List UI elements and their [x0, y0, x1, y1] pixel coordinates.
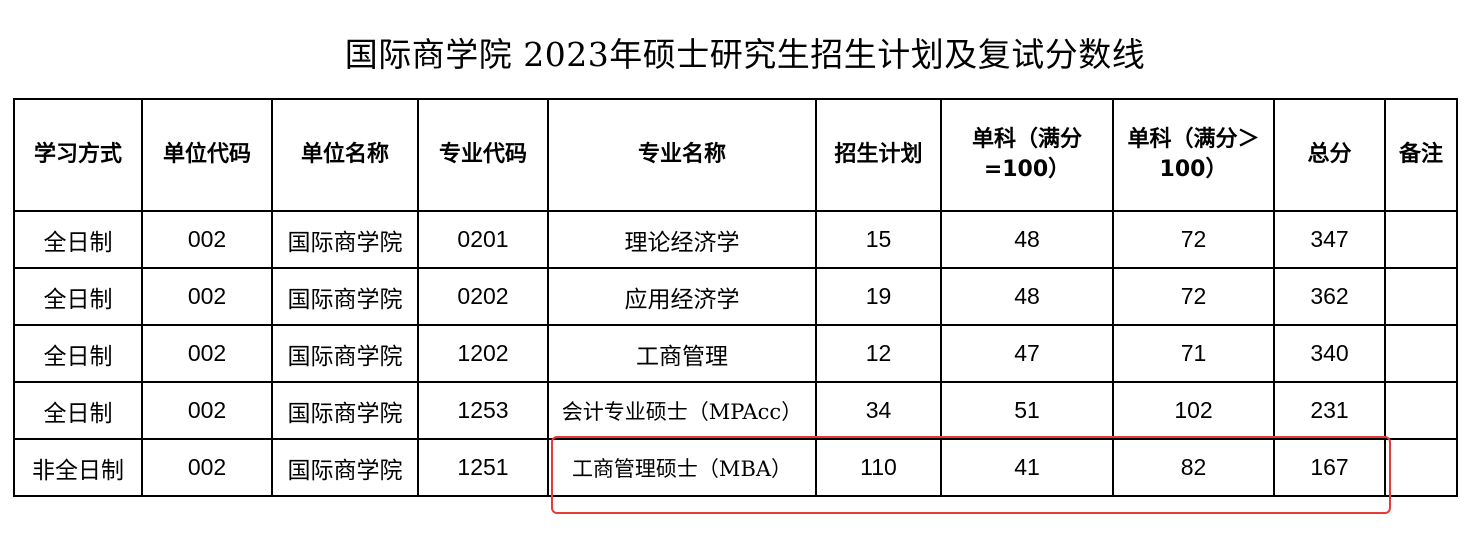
table-row: 全日制 002 国际商学院 1253 会计专业硕士（MPAcc） 34 51 1… — [13, 381, 1458, 440]
header-major-name: 专业名称 — [547, 98, 817, 212]
cell-single-subject-over-100: 102 — [1112, 381, 1275, 440]
cell-single-subject-over-100: 72 — [1112, 210, 1275, 269]
cell-study-mode: 全日制 — [13, 324, 143, 383]
cell-total-score: 362 — [1273, 267, 1386, 326]
cell-remarks — [1384, 210, 1458, 269]
cell-major-code: 0202 — [417, 267, 549, 326]
cell-total-score: 340 — [1273, 324, 1386, 383]
cell-major-name: 会计专业硕士（MPAcc） — [547, 381, 817, 440]
cell-unit-code: 002 — [141, 267, 273, 326]
admission-plan-table: 学习方式 单位代码 单位名称 专业代码 专业名称 招生计划 单科（满分=100）… — [13, 98, 1458, 497]
cell-unit-name: 国际商学院 — [271, 210, 419, 269]
cell-study-mode: 全日制 — [13, 210, 143, 269]
cell-enrollment-plan: 19 — [815, 267, 942, 326]
header-remarks: 备注 — [1384, 98, 1458, 212]
header-major-code: 专业代码 — [417, 98, 549, 212]
cell-single-subject-100: 51 — [940, 381, 1114, 440]
header-unit-code: 单位代码 — [141, 98, 273, 212]
cell-unit-code: 002 — [141, 438, 273, 497]
cell-total-score: 347 — [1273, 210, 1386, 269]
cell-single-subject-100: 48 — [940, 210, 1114, 269]
cell-enrollment-plan: 12 — [815, 324, 942, 383]
cell-remarks — [1384, 267, 1458, 326]
cell-unit-name: 国际商学院 — [271, 324, 419, 383]
cell-major-name: 工商管理 — [547, 324, 817, 383]
cell-total-score: 231 — [1273, 381, 1386, 440]
page-title: 国际商学院 2023年硕士研究生招生计划及复试分数线 — [344, 35, 1146, 74]
cell-unit-code: 002 — [141, 381, 273, 440]
cell-major-code: 1202 — [417, 324, 549, 383]
header-single-subject-100: 单科（满分=100） — [940, 98, 1114, 212]
cell-major-code: 1251 — [417, 438, 549, 497]
header-single-subject-over-100: 单科（满分＞100） — [1112, 98, 1275, 212]
cell-major-name: 应用经济学 — [547, 267, 817, 326]
cell-single-subject-100: 48 — [940, 267, 1114, 326]
table-row: 全日制 002 国际商学院 0201 理论经济学 15 48 72 347 — [13, 210, 1458, 269]
cell-enrollment-plan: 110 — [815, 438, 942, 497]
cell-study-mode: 非全日制 — [13, 438, 143, 497]
cell-major-name: 工商管理硕士（MBA） — [547, 438, 817, 497]
header-total-score: 总分 — [1273, 98, 1386, 212]
cell-major-name: 理论经济学 — [547, 210, 817, 269]
header-enrollment-plan: 招生计划 — [815, 98, 942, 212]
cell-single-subject-100: 41 — [940, 438, 1114, 497]
cell-enrollment-plan: 34 — [815, 381, 942, 440]
cell-remarks — [1384, 438, 1458, 497]
cell-remarks — [1384, 381, 1458, 440]
header-unit-name: 单位名称 — [271, 98, 419, 212]
cell-major-code: 1253 — [417, 381, 549, 440]
cell-single-subject-over-100: 82 — [1112, 438, 1275, 497]
table-row: 全日制 002 国际商学院 0202 应用经济学 19 48 72 362 — [13, 267, 1458, 326]
cell-unit-name: 国际商学院 — [271, 267, 419, 326]
cell-unit-name: 国际商学院 — [271, 438, 419, 497]
table-row: 非全日制 002 国际商学院 1251 工商管理硕士（MBA） 110 41 8… — [13, 438, 1458, 497]
cell-study-mode: 全日制 — [13, 267, 143, 326]
cell-major-code: 0201 — [417, 210, 549, 269]
cell-single-subject-over-100: 72 — [1112, 267, 1275, 326]
cell-study-mode: 全日制 — [13, 381, 143, 440]
table-header-row: 学习方式 单位代码 单位名称 专业代码 专业名称 招生计划 单科（满分=100）… — [13, 98, 1458, 212]
cell-remarks — [1384, 324, 1458, 383]
cell-unit-code: 002 — [141, 210, 273, 269]
cell-single-subject-over-100: 71 — [1112, 324, 1275, 383]
table-row: 全日制 002 国际商学院 1202 工商管理 12 47 71 340 — [13, 324, 1458, 383]
header-study-mode: 学习方式 — [13, 98, 143, 212]
cell-enrollment-plan: 15 — [815, 210, 942, 269]
cell-unit-name: 国际商学院 — [271, 381, 419, 440]
cell-single-subject-100: 47 — [940, 324, 1114, 383]
cell-total-score: 167 — [1273, 438, 1386, 497]
cell-unit-code: 002 — [141, 324, 273, 383]
